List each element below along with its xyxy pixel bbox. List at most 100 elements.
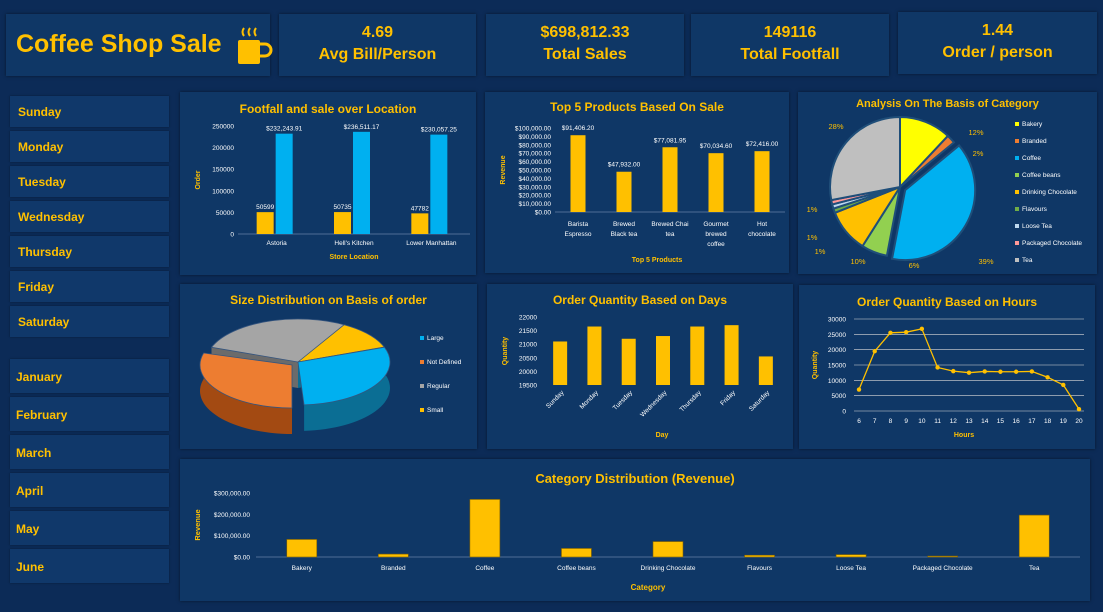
bar bbox=[553, 341, 568, 385]
slicer-day-tuesday[interactable]: Tuesday bbox=[10, 166, 169, 197]
y-tick-label: $200,000.00 bbox=[214, 512, 251, 519]
data-point bbox=[872, 349, 877, 354]
data-label: $236,511.17 bbox=[344, 124, 380, 131]
x-tick-label: 20 bbox=[1075, 418, 1083, 425]
x-tick-label: Packaged Chocolate bbox=[913, 565, 973, 572]
x-tick-label: Saturday bbox=[748, 389, 772, 413]
size-pie-svg: Large Not Defined Regular Small bbox=[199, 318, 462, 434]
kpi-value: 1.44 bbox=[981, 22, 1014, 39]
y-tick-label: $90,000.00 bbox=[518, 134, 551, 141]
pie-slice bbox=[899, 134, 956, 188]
y-tick-label: 21500 bbox=[519, 328, 537, 335]
y-tick-label: 20000 bbox=[519, 369, 537, 376]
data-point bbox=[903, 329, 909, 335]
kpi-order-per-person: 1.44 Order / person bbox=[898, 12, 1097, 74]
bar bbox=[724, 325, 739, 385]
x-tick-label: coffee bbox=[707, 241, 725, 248]
x-tick-label: tea bbox=[665, 231, 674, 238]
y-tick-label: 100000 bbox=[212, 188, 234, 195]
bar bbox=[334, 212, 351, 234]
series-line bbox=[858, 328, 1080, 410]
x-tick-label: Friday bbox=[719, 389, 737, 407]
bar bbox=[469, 499, 501, 558]
data-point bbox=[1076, 406, 1082, 412]
y-tick-label: 250000 bbox=[212, 124, 234, 131]
slicer-month-january[interactable]: January bbox=[10, 359, 169, 393]
chart-category-pie: Analysis On The Basis of Category 12% 2% 3… bbox=[798, 92, 1097, 274]
x-tick-label: Hell's Kitchen bbox=[334, 240, 374, 247]
y-tick-label: $0.00 bbox=[535, 210, 552, 217]
slicer-day-thursday[interactable]: Thursday bbox=[10, 236, 169, 267]
slicer-month-may[interactable]: May bbox=[10, 511, 169, 545]
y-tick-label: $100,000.00 bbox=[515, 126, 552, 133]
chart-footfall-location: Footfall and sale over Location 0 50000 10… bbox=[180, 92, 476, 275]
bar bbox=[616, 171, 632, 212]
bar bbox=[927, 555, 958, 558]
data-label: 2% bbox=[973, 149, 984, 158]
slicer-day-friday[interactable]: Friday bbox=[10, 271, 169, 302]
legend-label: Flavours bbox=[1022, 206, 1048, 213]
x-tick-label: Bakery bbox=[292, 565, 313, 572]
legend-label: Small bbox=[427, 407, 444, 414]
legend-swatch bbox=[1015, 207, 1019, 211]
x-tick-label: 11 bbox=[934, 418, 941, 425]
legend-swatch bbox=[420, 360, 424, 364]
slicer-month-february[interactable]: February bbox=[10, 397, 169, 431]
data-label: $91,406.20 bbox=[562, 125, 595, 132]
slicer-month-june[interactable]: June bbox=[10, 549, 169, 583]
x-tick-label: 7 bbox=[873, 418, 877, 425]
slicer-day-saturday[interactable]: Saturday bbox=[10, 306, 169, 337]
data-point bbox=[888, 330, 893, 335]
chart-top-products: Top 5 Products Based On Sale $0.00 $10,00… bbox=[485, 92, 789, 273]
y-axis-label: Order bbox=[195, 170, 202, 189]
data-point bbox=[935, 365, 940, 370]
legend-label: Drinking Chocolate bbox=[1022, 189, 1077, 196]
kpi-total-footfall: 149116 Total Footfall bbox=[691, 14, 889, 76]
chart-order-days: Order Quantity Based on Days 19500 20000 2… bbox=[487, 284, 793, 449]
kpi-total-sales: $698,812.33 Total Sales bbox=[486, 14, 684, 76]
x-tick-label: Black tea bbox=[611, 231, 638, 238]
data-point bbox=[966, 370, 972, 375]
y-tick-label: 19500 bbox=[519, 383, 537, 390]
slicer-day-sunday[interactable]: Sunday bbox=[10, 96, 169, 127]
y-axis-label: Quantity bbox=[502, 337, 509, 365]
x-tick-label: Flavours bbox=[747, 565, 773, 572]
y-tick-label: 20000 bbox=[828, 347, 846, 354]
y-tick-label: 21000 bbox=[519, 342, 537, 349]
y-tick-label: $300,000.00 bbox=[214, 491, 251, 498]
legend-label: Loose Tea bbox=[1022, 223, 1052, 230]
bar bbox=[690, 326, 705, 385]
y-tick-label: $0.00 bbox=[234, 555, 251, 562]
y-tick-label: 30000 bbox=[828, 317, 846, 324]
bar bbox=[662, 147, 678, 212]
x-tick-label: Coffee bbox=[475, 565, 494, 572]
x-tick-label: Tea bbox=[1029, 565, 1040, 572]
legend-swatch bbox=[420, 384, 424, 388]
x-tick-label: 8 bbox=[889, 418, 893, 425]
dashboard-title: Coffee Shop Sale bbox=[16, 30, 222, 58]
category-revenue-chart-svg: $0.00 $100,000.00 $200,000.00 $300,000.00 Ba… bbox=[193, 491, 1080, 592]
chart-title: Order Quantity Based on Days bbox=[552, 293, 728, 307]
x-tick-label: 6 bbox=[857, 418, 861, 425]
data-label: 12% bbox=[968, 128, 983, 137]
legend-swatch bbox=[1015, 173, 1019, 177]
legend-label: Coffee beans bbox=[1022, 172, 1061, 179]
chart-size-distribution: Size Distribution on Basis of order Larg… bbox=[180, 284, 477, 449]
chart-category-revenue: Category Distribution (Revenue) $0.00 $10… bbox=[180, 459, 1090, 601]
slicer-day-monday[interactable]: Monday bbox=[10, 131, 169, 162]
slicer-month-march[interactable]: March bbox=[10, 435, 169, 469]
slicer-day-wednesday[interactable]: Wednesday bbox=[10, 201, 169, 232]
y-tick-label: 0 bbox=[842, 409, 846, 416]
slicer-month-april[interactable]: April bbox=[10, 473, 169, 507]
y-tick-label: $40,000.00 bbox=[518, 176, 551, 183]
data-label: 1% bbox=[807, 205, 818, 214]
data-label: 1% bbox=[815, 247, 826, 256]
x-tick-label: Coffee beans bbox=[557, 565, 596, 572]
y-tick-label: $20,000.00 bbox=[518, 193, 551, 200]
x-tick-label: 13 bbox=[965, 418, 973, 425]
x-tick-label: chocolate bbox=[748, 231, 776, 238]
chart-title: Category Distribution (Revenue) bbox=[535, 471, 735, 486]
x-tick-label: 18 bbox=[1044, 418, 1052, 425]
bar bbox=[758, 356, 773, 385]
hours-chart-svg: 0 5000 10000 15000 20000 25000 30000 6 7 8 9 10 11 12… bbox=[812, 317, 1084, 439]
